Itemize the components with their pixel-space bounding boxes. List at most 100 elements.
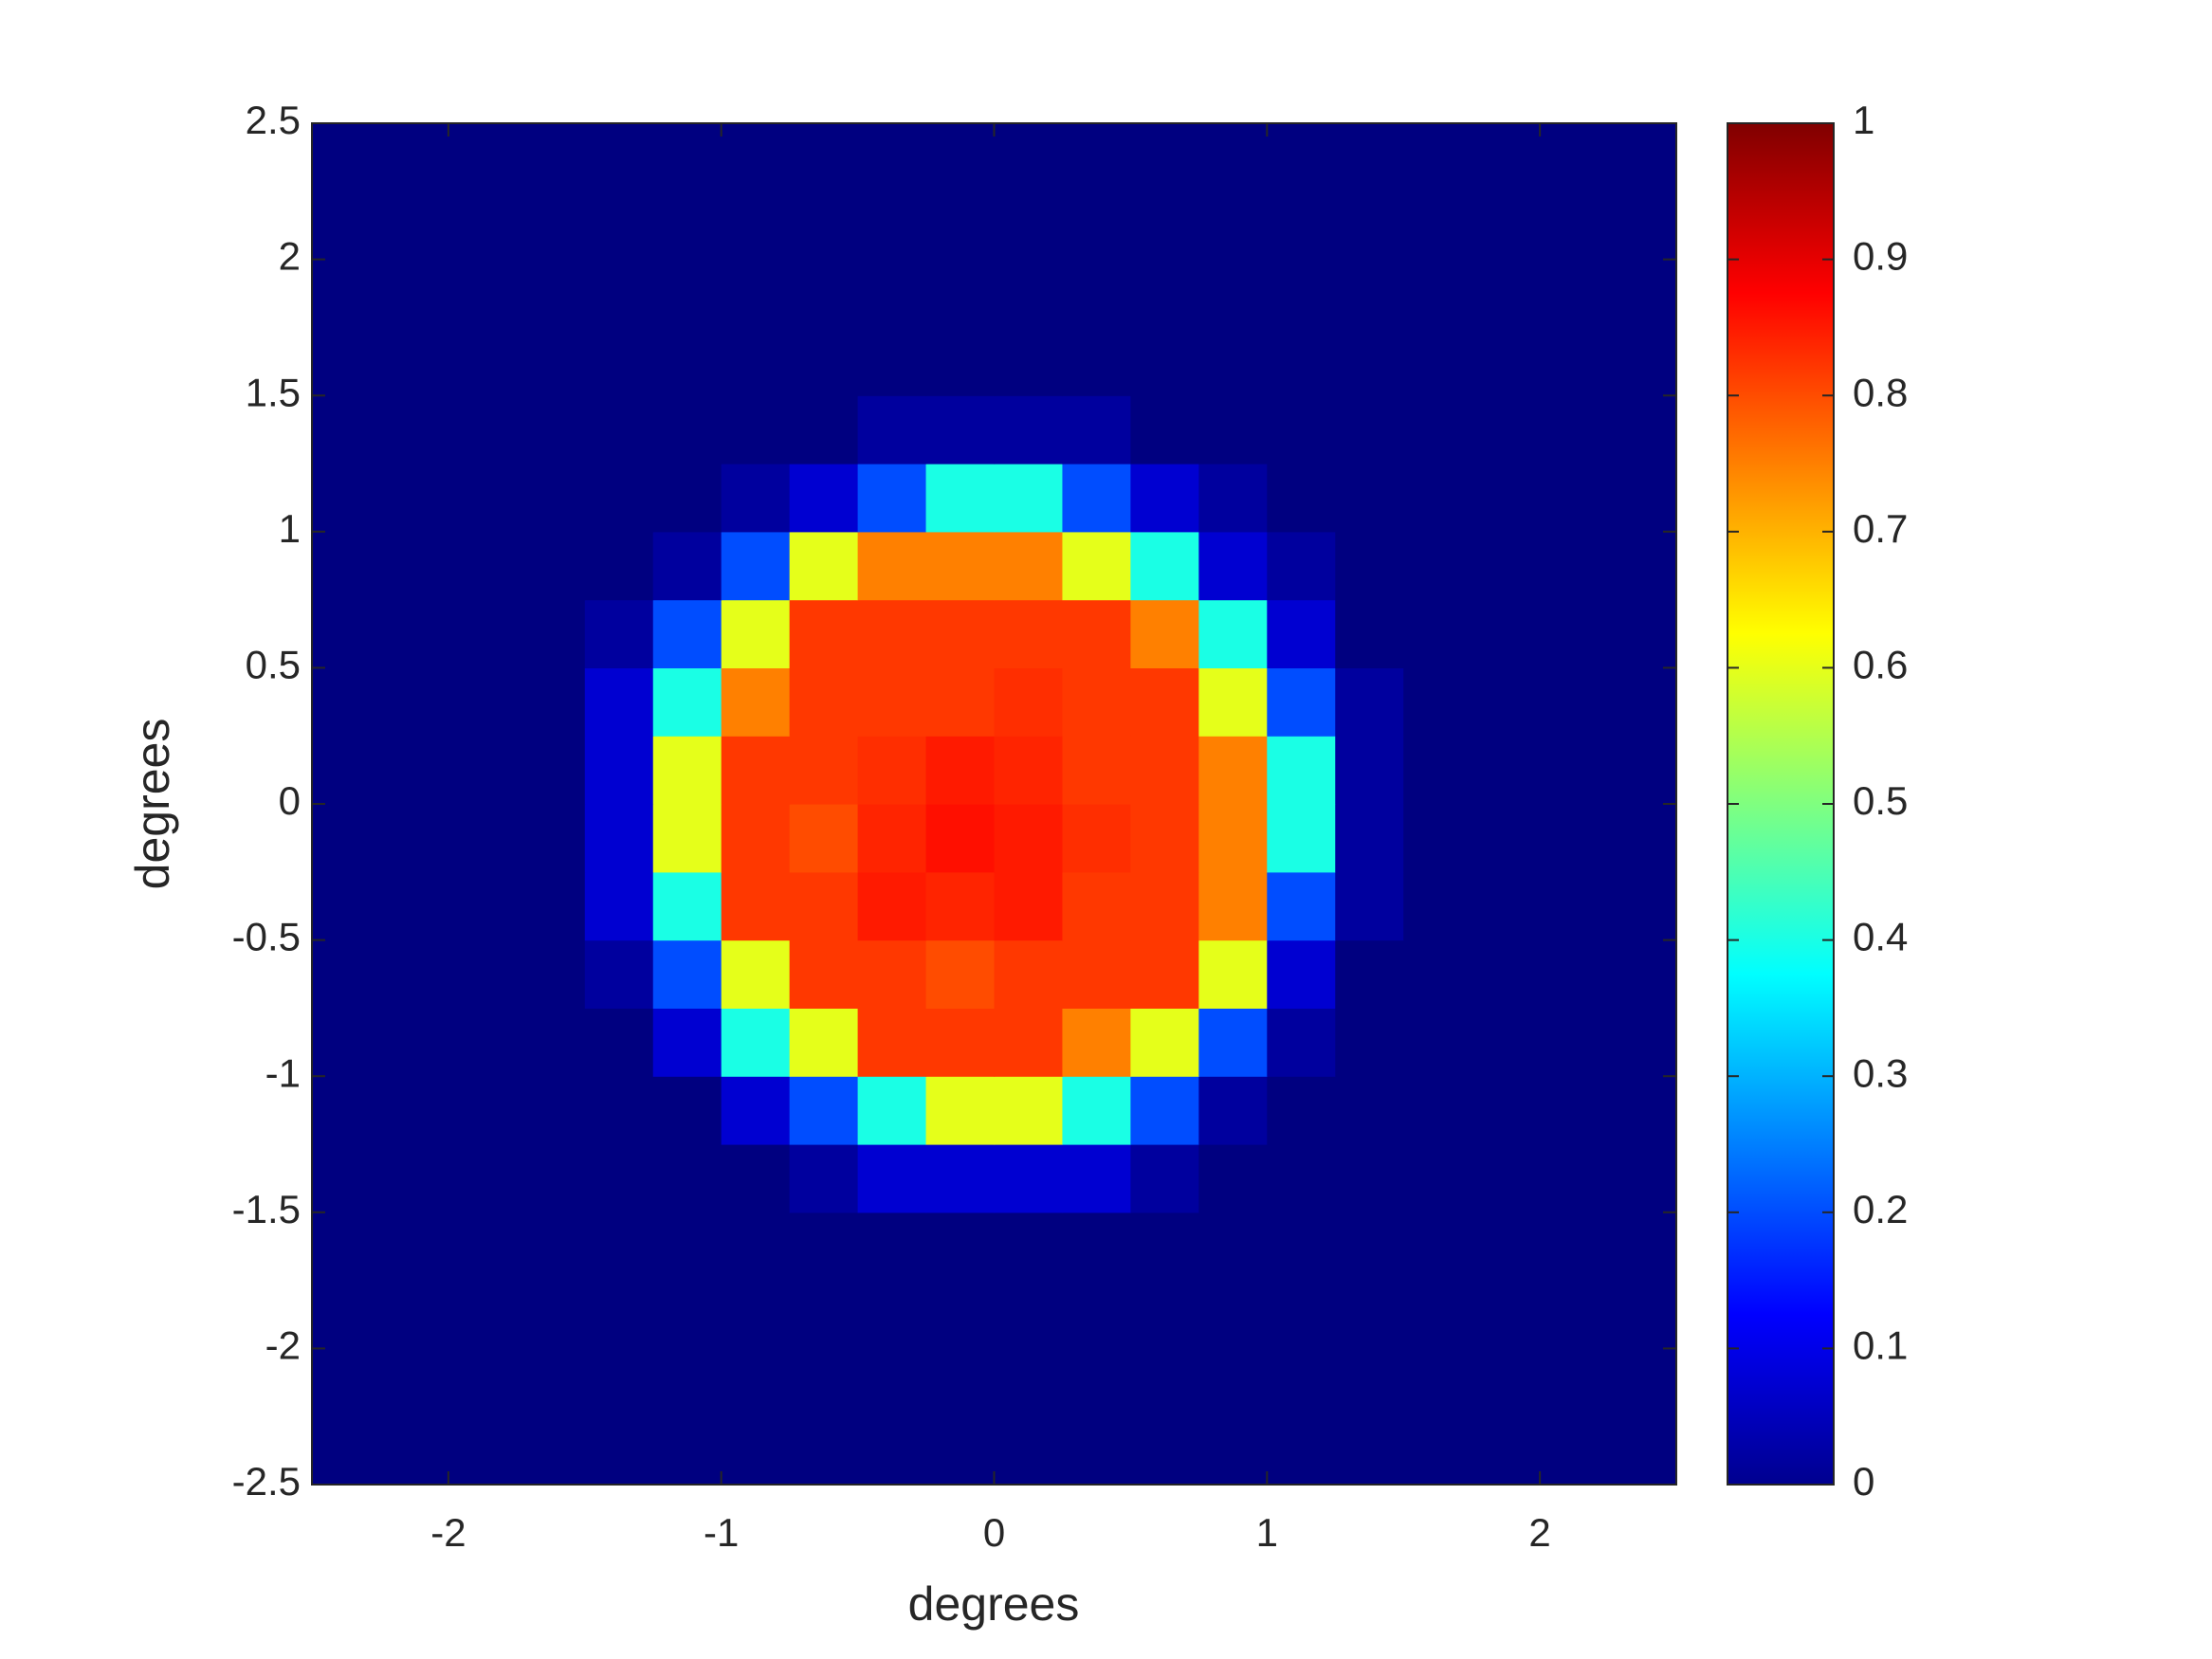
heat-cell [1403, 599, 1472, 668]
heat-cell [994, 1144, 1064, 1213]
heat-cell [1062, 599, 1131, 668]
heat-cell [448, 1076, 518, 1145]
heat-cell [379, 1416, 449, 1486]
heat-cell [925, 464, 996, 533]
heat-cell [721, 804, 791, 873]
heat-cell [721, 1144, 791, 1213]
heat-cell [721, 395, 791, 465]
heat-cell [448, 1416, 518, 1486]
heat-cell [1472, 736, 1541, 805]
heat-cell [516, 1280, 586, 1349]
heat-cell [1403, 1076, 1472, 1145]
heat-cell [994, 871, 1064, 941]
heat-cell [1198, 327, 1268, 396]
heat-cell [312, 123, 381, 192]
heat-cell [1403, 123, 1472, 192]
heat-cell [1198, 395, 1268, 465]
colorbar-tick-label: 0.2 [1853, 1187, 1908, 1231]
heat-cell [448, 1348, 518, 1417]
heat-cell [1062, 1212, 1131, 1282]
heat-cell [1130, 804, 1199, 873]
heat-cell [857, 1076, 927, 1145]
heat-cell [1062, 327, 1131, 396]
heat-cell [379, 1280, 449, 1349]
heat-cell [1403, 871, 1472, 941]
heat-cell [1608, 939, 1677, 1009]
heat-cell [1267, 1008, 1336, 1077]
heat-cell [925, 1212, 996, 1282]
heat-cell [857, 259, 927, 328]
heat-cell [1608, 1008, 1677, 1077]
heat-cell [379, 327, 449, 396]
heat-cell [1335, 531, 1404, 601]
heat-cell [312, 736, 381, 805]
heat-cell [1267, 327, 1336, 396]
heat-cell [1403, 1348, 1472, 1417]
heat-cell [1540, 1348, 1609, 1417]
heat-cell [789, 599, 859, 668]
heat-cell [1472, 1076, 1541, 1145]
colorbar-tick-label: 0.4 [1853, 915, 1908, 959]
heat-cell [1540, 191, 1609, 261]
heat-cell [1608, 1212, 1677, 1282]
heat-cell [379, 1144, 449, 1213]
heat-cell [652, 667, 722, 737]
heat-cell [1540, 464, 1609, 533]
heat-cell [1062, 1280, 1131, 1349]
heat-cell [1540, 531, 1609, 601]
y-tick-label: -0.5 [232, 915, 301, 959]
heat-cell [516, 395, 586, 465]
heat-cell [1267, 871, 1336, 941]
heat-cell [721, 259, 791, 328]
heat-cell [379, 1008, 449, 1077]
heat-cell [857, 1348, 927, 1417]
heat-cell [1608, 327, 1677, 396]
colorbar-tick-label: 0.9 [1853, 234, 1908, 279]
heat-cell [1062, 667, 1131, 737]
heat-cell [1198, 531, 1268, 601]
heat-cell [1062, 1416, 1131, 1486]
heat-cell [1472, 259, 1541, 328]
heat-cell [1472, 871, 1541, 941]
heat-cell [448, 871, 518, 941]
heat-cell [312, 464, 381, 533]
heat-cell [925, 531, 996, 601]
heat-cell [312, 667, 381, 737]
colorbar [1727, 122, 1835, 1486]
heat-cell [925, 667, 996, 737]
heat-cell [312, 531, 381, 601]
heat-cell [857, 395, 927, 465]
heat-cell [312, 871, 381, 941]
x-tick-label: -1 [704, 1510, 739, 1555]
heat-cell [1062, 1144, 1131, 1213]
heat-cell [379, 395, 449, 465]
heat-cell [448, 1212, 518, 1282]
heat-cell [994, 259, 1064, 328]
heat-cell [1608, 259, 1677, 328]
heat-cell [1062, 123, 1131, 192]
heat-cell [379, 1212, 449, 1282]
heat-cell [652, 1008, 722, 1077]
heat-cell [584, 1416, 654, 1486]
heat-cell [789, 939, 859, 1009]
heat-cell [721, 191, 791, 261]
heat-cell [1335, 939, 1404, 1009]
heat-cell [516, 259, 586, 328]
heat-cell [448, 531, 518, 601]
heat-cell [1540, 871, 1609, 941]
heat-cell [312, 1144, 381, 1213]
heat-cell [448, 939, 518, 1009]
heat-cell [994, 804, 1064, 873]
heat-cell [516, 123, 586, 192]
heat-cell [1267, 1076, 1336, 1145]
heat-cell [1130, 599, 1199, 668]
heat-cell [1608, 123, 1677, 192]
heat-cell [721, 1008, 791, 1077]
heat-cell [1403, 327, 1472, 396]
colorbar-tick-label: 0.6 [1853, 642, 1908, 686]
heat-cell [789, 871, 859, 941]
heat-cell [925, 736, 996, 805]
heat-cell [652, 1144, 722, 1213]
heat-cell [1540, 1008, 1609, 1077]
heat-cell [584, 804, 654, 873]
